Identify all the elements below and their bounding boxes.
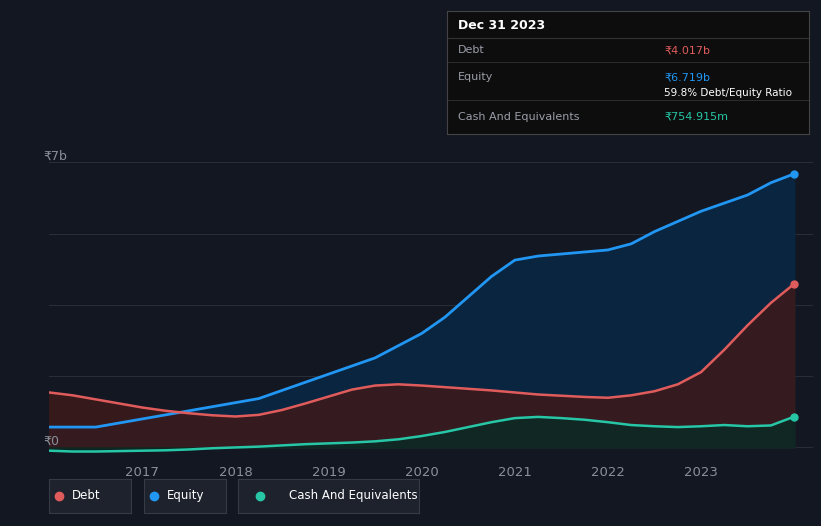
Text: ₹4.017b: ₹4.017b xyxy=(664,45,710,55)
Text: ₹7b: ₹7b xyxy=(44,149,67,163)
Text: Cash And Equivalents: Cash And Equivalents xyxy=(289,489,417,502)
Text: Dec 31 2023: Dec 31 2023 xyxy=(458,19,545,32)
Text: 59.8% Debt/Equity Ratio: 59.8% Debt/Equity Ratio xyxy=(664,88,792,98)
Text: ₹0: ₹0 xyxy=(44,434,60,448)
Text: Cash And Equivalents: Cash And Equivalents xyxy=(458,112,580,122)
Text: Debt: Debt xyxy=(458,45,485,55)
Text: Equity: Equity xyxy=(458,72,493,82)
Text: Debt: Debt xyxy=(72,489,101,502)
Text: Equity: Equity xyxy=(167,489,204,502)
Text: ₹754.915m: ₹754.915m xyxy=(664,112,728,122)
Text: ₹6.719b: ₹6.719b xyxy=(664,72,710,82)
